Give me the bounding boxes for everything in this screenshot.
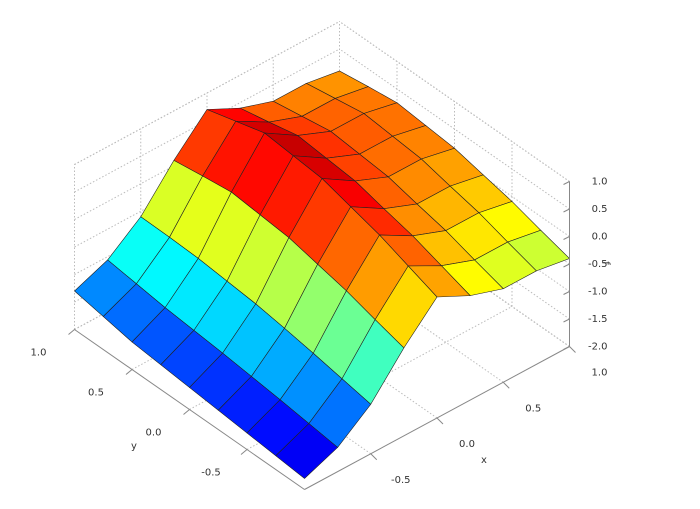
x-tick-label: -0.5 <box>391 475 411 486</box>
z-tick-label: 0.0 <box>592 232 608 243</box>
z-tick-label: -1.0 <box>588 287 608 298</box>
y-tick-label: 0.0 <box>146 428 162 439</box>
y-tick <box>125 369 133 375</box>
z-tick <box>563 291 570 295</box>
x-tick-label: 0.0 <box>459 439 475 450</box>
z-tick-label: -0.5 <box>588 259 608 270</box>
x-tick <box>502 381 510 389</box>
z-tick <box>563 208 570 213</box>
z-tick-label: -2.0 <box>588 342 608 353</box>
y-tick <box>240 449 248 455</box>
x-tick-label: 0.5 <box>525 403 541 414</box>
y-tick <box>183 409 190 415</box>
y-tick-label: -0.5 <box>201 468 221 479</box>
x-tick <box>436 417 444 425</box>
z-axis-label: f <box>600 261 611 265</box>
z-tick-label: 1.0 <box>592 177 608 188</box>
x-tick <box>569 346 576 353</box>
grid-line <box>339 21 570 182</box>
x-tick <box>370 453 378 461</box>
z-tick-label: 0.5 <box>592 204 608 215</box>
z-tick <box>563 346 570 350</box>
y-tick-label: 1.0 <box>31 348 47 359</box>
x-tick-label: 1.0 <box>592 368 608 379</box>
z-tick <box>563 236 570 240</box>
y-tick-label: 0.5 <box>88 388 104 399</box>
grid-line <box>74 21 340 165</box>
axes: -0.5 0.0 0.5 1.0 -0.5 0.0 0.5 1.0 -2.0 -1.5 -1.0 -0… <box>31 177 608 490</box>
surface-patch <box>275 423 339 479</box>
y-tick <box>68 329 75 335</box>
z-tick <box>563 263 570 268</box>
z-tick-label: -1.5 <box>588 314 608 325</box>
surface <box>74 70 571 479</box>
z-tick <box>563 181 570 185</box>
y-axis-label: y <box>131 441 137 452</box>
z-tick <box>563 318 570 323</box>
x-axis-label: x <box>481 455 487 466</box>
